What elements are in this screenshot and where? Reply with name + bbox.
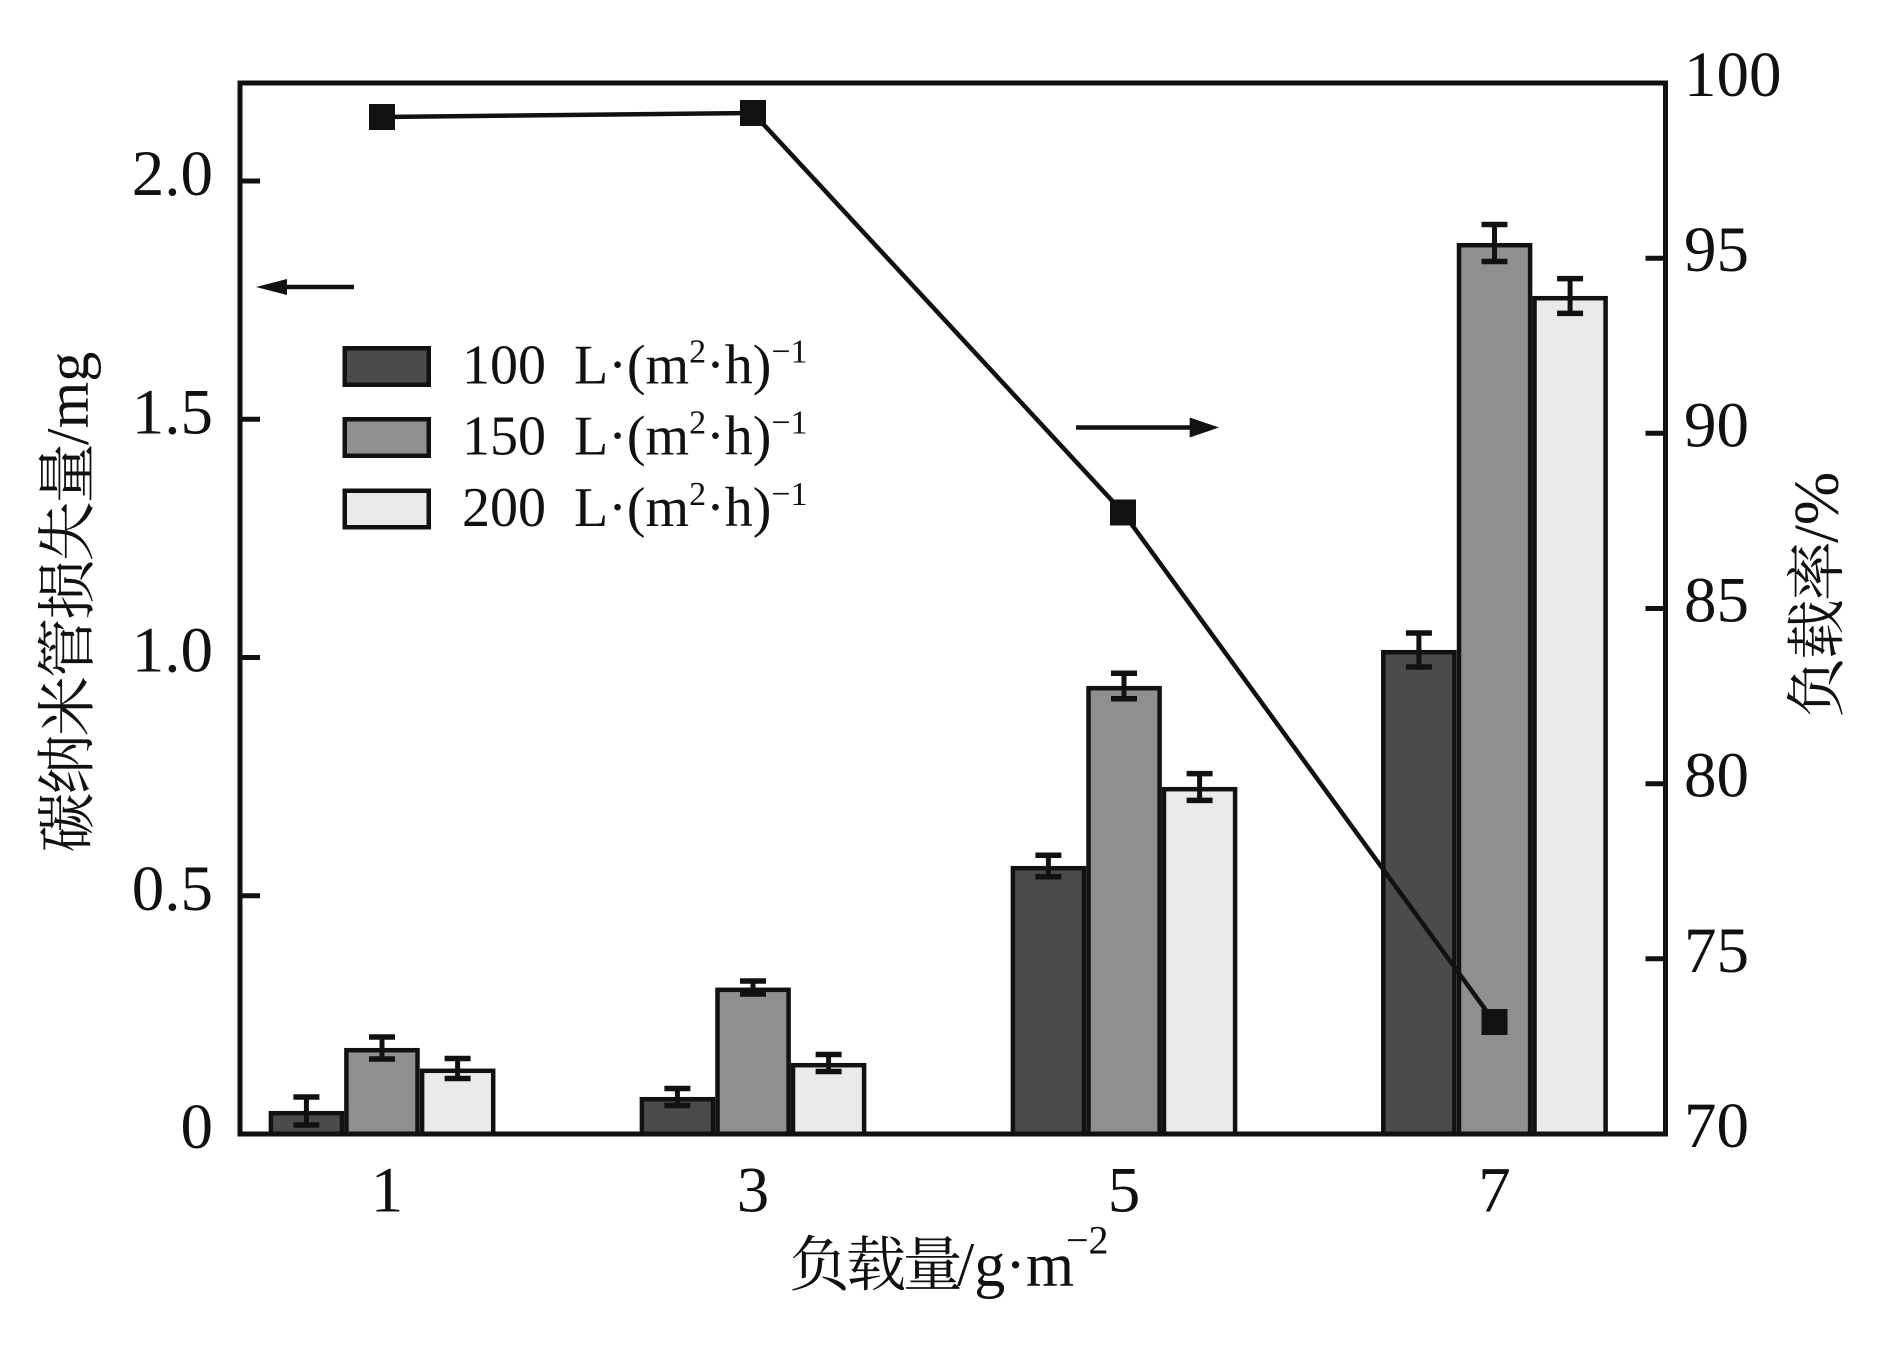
svg-text:1.0: 1.0 bbox=[132, 615, 213, 687]
svg-text:80: 80 bbox=[1684, 740, 1749, 812]
svg-text:75: 75 bbox=[1684, 915, 1749, 987]
svg-text:/%: /% bbox=[1781, 472, 1852, 543]
svg-text:3: 3 bbox=[737, 1155, 770, 1227]
svg-text:70: 70 bbox=[1684, 1090, 1749, 1162]
svg-text:−2: −2 bbox=[1066, 1218, 1109, 1263]
svg-text:200 L·(m2·h)−1: 200 L·(m2·h)−1 bbox=[462, 476, 808, 539]
svg-text:2.0: 2.0 bbox=[132, 138, 213, 210]
svg-text:0.5: 0.5 bbox=[132, 853, 213, 925]
svg-text:1.5: 1.5 bbox=[132, 376, 213, 448]
svg-text:/g·m: /g·m bbox=[957, 1232, 1074, 1300]
svg-text:150 L·(m2·h)−1: 150 L·(m2·h)−1 bbox=[462, 404, 808, 467]
svg-text:90: 90 bbox=[1684, 389, 1749, 461]
svg-text:95: 95 bbox=[1684, 214, 1749, 286]
svg-text:100: 100 bbox=[1684, 39, 1782, 111]
svg-text:85: 85 bbox=[1684, 565, 1749, 637]
svg-text:0: 0 bbox=[181, 1091, 214, 1163]
svg-text:7: 7 bbox=[1478, 1155, 1511, 1227]
svg-text:100 L·(m2·h)−1: 100 L·(m2·h)−1 bbox=[462, 333, 808, 396]
svg-text:5: 5 bbox=[1108, 1155, 1141, 1227]
svg-text:1: 1 bbox=[371, 1155, 404, 1227]
svg-text:/mg: /mg bbox=[35, 352, 101, 445]
